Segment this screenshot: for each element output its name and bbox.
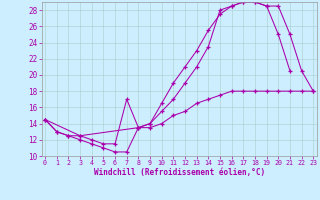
X-axis label: Windchill (Refroidissement éolien,°C): Windchill (Refroidissement éolien,°C) [94, 168, 265, 177]
